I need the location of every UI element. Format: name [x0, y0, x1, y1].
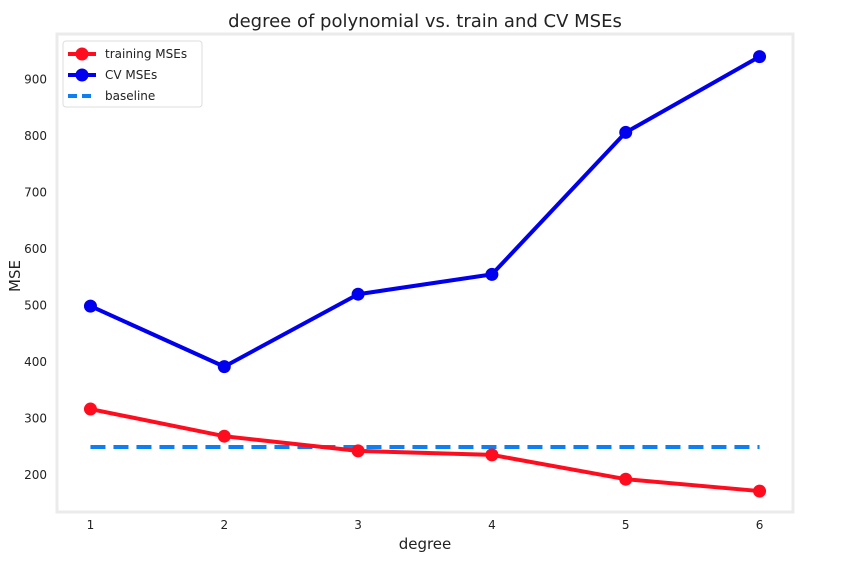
- chart-title: degree of polynomial vs. train and CV MS…: [228, 11, 622, 32]
- y-axis-ticks: 200 300 400 500 600 700 800 900: [24, 72, 47, 482]
- x-tick-label: 6: [756, 518, 764, 532]
- y-tick-label: 300: [24, 412, 47, 426]
- training-mse-line: [90, 407, 760, 494]
- cv-mse-point: [351, 287, 365, 301]
- x-tick-label: 2: [220, 518, 228, 532]
- training-mse-point: [619, 472, 633, 486]
- x-tick-label: 5: [622, 518, 630, 532]
- x-axis-ticks: 1 2 3 4 5 6: [87, 518, 764, 532]
- cv-mse-point: [619, 125, 633, 139]
- cv-mse-point: [83, 299, 97, 313]
- legend-box: [62, 40, 203, 108]
- legend-marker: [75, 47, 89, 61]
- legend-label: baseline: [105, 89, 155, 103]
- legend-item-cv-mses: CV MSEs: [68, 68, 157, 82]
- training-mse-point: [351, 444, 365, 458]
- legend-label: CV MSEs: [105, 68, 157, 82]
- legend-item-baseline: baseline: [68, 89, 155, 103]
- legend-item-training-mses: training MSEs: [68, 47, 187, 61]
- series-layer: [83, 50, 767, 498]
- plot-frame: [55, 32, 795, 514]
- training-mse-point: [753, 484, 767, 498]
- cv-mse-point: [753, 50, 767, 64]
- y-tick-label: 500: [24, 299, 47, 313]
- cv-mse-point: [485, 267, 499, 281]
- x-tick-label: 1: [87, 518, 95, 532]
- y-tick-label: 400: [24, 355, 47, 369]
- training-mse-point: [217, 429, 231, 443]
- x-axis-label: degree: [399, 535, 452, 553]
- y-tick-label: 700: [24, 185, 47, 199]
- legend-label: training MSEs: [105, 47, 187, 61]
- legend: training MSEs CV MSEs baseline: [62, 40, 203, 108]
- y-axis-label: MSE: [6, 260, 24, 292]
- y-tick-label: 600: [24, 242, 47, 256]
- cv-mse-point: [217, 360, 231, 374]
- legend-marker: [75, 68, 89, 82]
- y-tick-label: 800: [24, 129, 47, 143]
- y-tick-label: 200: [24, 468, 47, 482]
- training-mse-point: [485, 448, 499, 462]
- x-tick-label: 4: [488, 518, 496, 532]
- cv-mse-line: [89, 54, 761, 369]
- x-tick-label: 3: [354, 518, 362, 532]
- training-mse-point: [83, 402, 97, 416]
- y-tick-label: 900: [24, 72, 47, 86]
